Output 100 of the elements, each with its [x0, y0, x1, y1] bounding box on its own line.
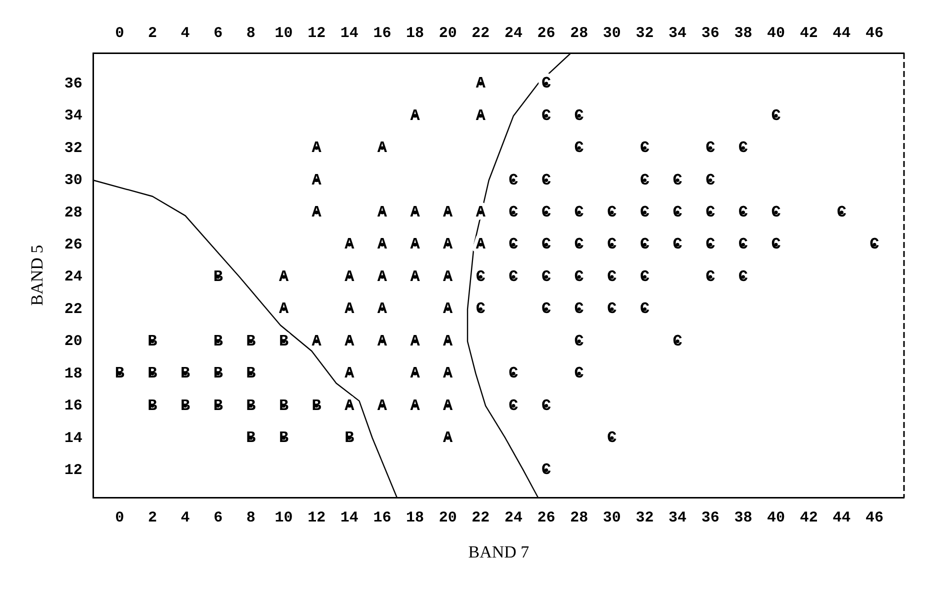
text: C: [836, 204, 846, 222]
text: B: [246, 364, 256, 383]
text: C: [870, 236, 880, 254]
text: C: [508, 396, 518, 415]
x2-tick-label: 28: [570, 24, 588, 42]
x-tick-label: 46: [865, 509, 884, 526]
text: C: [574, 236, 584, 254]
x-axis-title: BAND 7: [468, 542, 530, 562]
text: C: [771, 106, 781, 125]
text: C: [541, 396, 552, 415]
x-tick-label: 24: [504, 509, 522, 526]
text: C: [541, 300, 552, 318]
text: C: [640, 171, 650, 190]
text: C: [541, 171, 552, 190]
text: B: [148, 364, 158, 383]
x-tick-label: 18: [406, 509, 424, 526]
x2-tick-label: 14: [340, 24, 358, 42]
y-axis-title: BAND 5: [28, 244, 47, 306]
x2-tick-label: 26: [537, 24, 556, 42]
x2-tick-label: 0: [115, 24, 124, 42]
x2-tick-label: 24: [504, 24, 522, 42]
x-tick-label: 6: [214, 509, 223, 526]
text: C: [706, 236, 716, 254]
x2-tick-label: 34: [668, 24, 687, 42]
x-tick-label: 4: [180, 509, 190, 526]
x-tick-label: 36: [701, 509, 720, 526]
x-tick-label: 26: [537, 509, 556, 526]
text: C: [541, 268, 552, 286]
text: C: [607, 429, 617, 448]
text: C: [607, 268, 617, 286]
text: C: [508, 204, 518, 222]
text: C: [574, 332, 584, 350]
x2-tick-label: 22: [472, 24, 490, 42]
x2-tick-label: 4: [180, 24, 190, 42]
text: B: [114, 364, 124, 383]
text: B: [213, 268, 223, 286]
text: C: [607, 236, 617, 254]
x2-tick-label: 18: [406, 24, 424, 42]
x-tick-label: 12: [308, 509, 326, 526]
x2-tick-label: 42: [800, 24, 818, 42]
text: C: [640, 268, 650, 286]
x-tick-label: 32: [636, 509, 654, 526]
x2-tick-label: 10: [274, 24, 293, 42]
y-tick-label: 36: [64, 75, 82, 92]
text: C: [574, 364, 584, 383]
y-tick-label: 12: [64, 462, 82, 479]
text: C: [706, 268, 716, 286]
x-tick-label: 42: [800, 509, 818, 526]
x2-tick-label: 32: [636, 24, 654, 42]
text: C: [508, 268, 518, 286]
text: C: [640, 139, 650, 158]
x-tick-label: 44: [832, 509, 851, 526]
x-tick-label: 30: [602, 509, 621, 526]
text: C: [541, 461, 552, 480]
text: C: [508, 364, 518, 383]
x2-tick-label: 2: [148, 24, 157, 42]
x-tick-label: 38: [734, 509, 752, 526]
text: C: [541, 106, 552, 125]
y-tick-label: 34: [64, 108, 82, 125]
text: C: [738, 204, 748, 222]
x2-tick-label: 44: [832, 24, 851, 42]
y-tick-label: 18: [64, 365, 82, 382]
text: C: [541, 236, 552, 254]
text: C: [672, 171, 682, 190]
x-tick-label: 0: [115, 509, 124, 526]
text: C: [771, 236, 781, 254]
text: C: [607, 300, 617, 318]
x-tick-label: 14: [340, 509, 358, 526]
y-tick-label: 14: [64, 430, 82, 447]
x2-tick-label: 46: [865, 24, 884, 42]
text: C: [541, 204, 552, 222]
text: C: [640, 236, 650, 254]
x-tick-label: 34: [668, 509, 687, 526]
text: C: [738, 139, 748, 158]
text: C: [771, 204, 781, 222]
text: C: [574, 268, 584, 286]
x2-tick-label: 30: [602, 24, 621, 42]
text: C: [508, 171, 518, 190]
text: C: [574, 204, 584, 222]
x2-tick-label: 16: [373, 24, 392, 42]
x-tick-label: 20: [438, 509, 457, 526]
x2-tick-label: 36: [701, 24, 720, 42]
y-tick-label: 22: [64, 300, 82, 318]
x2-tick-label: 38: [734, 24, 752, 42]
x2-tick-label: 20: [438, 24, 457, 42]
text: C: [574, 106, 584, 125]
text: C: [738, 268, 748, 286]
x-tick-label: 16: [373, 509, 392, 526]
y-tick-label: 16: [64, 398, 82, 415]
y-tick-label: 32: [64, 140, 82, 157]
text: B: [344, 429, 354, 448]
text: B: [246, 429, 256, 448]
text: C: [706, 204, 716, 222]
text: C: [574, 300, 584, 318]
text: C: [672, 236, 682, 254]
x-tick-label: 40: [767, 509, 786, 526]
x-tick-label: 22: [472, 509, 490, 526]
text: C: [476, 268, 486, 286]
y-tick-label: 20: [64, 333, 82, 350]
text: C: [574, 139, 584, 158]
